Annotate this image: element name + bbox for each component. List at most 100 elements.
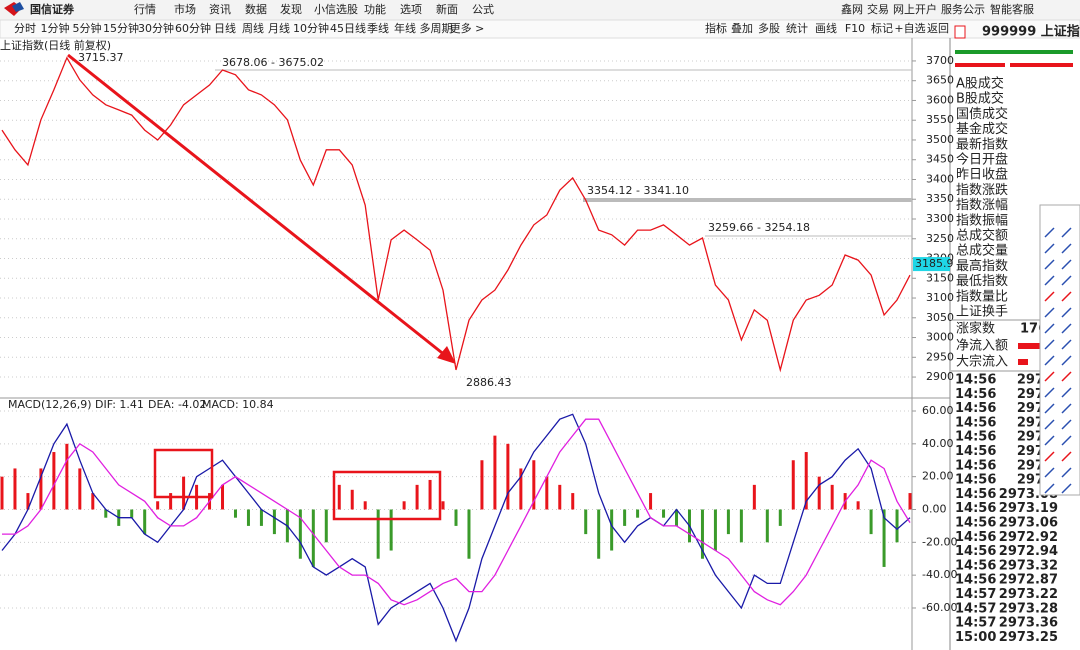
menu-link[interactable]: 鑫网 [841,2,863,16]
quote-code: 999999 上证指数 [982,24,1080,40]
draw-tool[interactable] [1061,339,1072,350]
draw-tool[interactable] [1044,275,1055,286]
draw-tool[interactable] [1044,387,1055,398]
tool-button[interactable]: 返回 [927,22,949,35]
tool-button[interactable]: 画线 [815,21,837,35]
draw-tool[interactable] [1061,275,1072,286]
draw-tool[interactable] [1061,451,1072,462]
y-tick-label: 3700 [926,54,954,67]
draw-tool[interactable] [1061,483,1072,494]
menu-link[interactable]: 网上开户 [893,2,937,16]
draw-tool[interactable] [1061,291,1072,302]
draw-tool[interactable] [1044,371,1055,382]
field-label: 总成交量 [956,243,1008,259]
period-button[interactable]: 1分钟 [41,21,70,35]
price-line [1,56,911,373]
draw-tool[interactable] [1061,387,1072,398]
menu-link[interactable]: 交易 [867,2,889,16]
period-button[interactable]: 10分钟 [293,21,329,35]
draw-tool[interactable] [1044,419,1055,430]
draw-tool[interactable] [1044,339,1055,350]
period-button[interactable]: 15分钟 [103,21,139,35]
macd-bar [311,509,315,567]
code-badge [954,25,966,39]
field-label: 昨日收盘 [956,167,1008,183]
draw-tool[interactable] [1061,243,1072,254]
menu-item[interactable]: 发现 [280,2,302,16]
draw-tool[interactable] [1044,291,1055,302]
draw-tool[interactable] [1061,259,1072,270]
y-tick-label: 3100 [926,291,954,304]
draw-tool[interactable] [1061,227,1072,238]
period-button[interactable]: 60分钟 [175,21,211,35]
macd-bar [298,509,302,559]
tool-button[interactable]: 指标 [705,21,727,35]
menu-item[interactable]: 新面 [436,2,458,16]
period-button[interactable]: 5分钟 [73,21,102,35]
menu-item[interactable]: 功能 [364,2,386,16]
brand: 国信证券 [30,2,75,16]
period-button[interactable]: 更多 > [450,21,485,35]
draw-tool[interactable] [1044,435,1055,446]
period-button[interactable]: 周线 [242,21,264,35]
menu-item[interactable]: 数据 [245,2,267,16]
macd-bar [817,476,821,510]
draw-tool[interactable] [1061,371,1072,382]
draw-tool[interactable] [1061,355,1072,366]
tool-button[interactable]: 多股 [758,21,780,35]
tick-price: 2973.22 [999,587,1058,602]
draw-tool[interactable] [1044,483,1055,494]
draw-tool[interactable] [1044,307,1055,318]
menu-item[interactable]: 小信选股 [314,3,358,16]
macd-bar [752,484,756,510]
tick-price: 2973.36 [999,616,1058,631]
draw-tool[interactable] [1044,403,1055,414]
tool-button[interactable]: 统计 [786,22,808,35]
menu-link[interactable]: 智能客服 [990,2,1034,16]
draw-tool[interactable] [1044,451,1055,462]
menu-item[interactable]: 资讯 [209,3,231,16]
draw-tool[interactable] [1061,403,1072,414]
y-tick-label: 3450 [926,153,954,166]
period-button[interactable]: 月线 [268,21,290,35]
macd-bar [519,468,523,510]
draw-tool[interactable] [1044,323,1055,334]
draw-tool[interactable] [1061,323,1072,334]
draw-tool[interactable] [1044,259,1055,270]
tool-button[interactable]: 标记 [871,21,893,35]
macd-bar [104,509,108,518]
bar-red [1010,63,1073,67]
draw-tool[interactable] [1044,243,1055,254]
menu-item[interactable]: 选项 [400,3,422,16]
tick-time: 14:56 [955,430,996,445]
period-button[interactable]: 45日线 [330,21,366,35]
draw-tool[interactable] [1061,419,1072,430]
menu-link[interactable]: 服务公示 [941,3,985,16]
macd-bar [623,509,627,526]
draw-tool[interactable] [1061,435,1072,446]
period-button[interactable]: 多周期 [420,21,453,35]
flow-label: 净流入额 [956,339,1008,354]
menu-item[interactable]: 市场 [174,2,196,16]
bar-green [955,50,1073,54]
draw-tool[interactable] [1044,467,1055,478]
macd-bar [662,509,666,518]
period-button[interactable]: 日线 [214,21,236,35]
tool-button[interactable]: 叠加 [731,22,753,35]
menu-item[interactable]: 行情 [134,3,156,16]
draw-tool[interactable] [1044,355,1055,366]
period-button[interactable]: 分时 [14,22,36,35]
draw-tool[interactable] [1061,307,1072,318]
menu-item[interactable]: 公式 [472,3,494,16]
draw-tool[interactable] [1044,227,1055,238]
period-button[interactable]: 季线 [367,21,389,35]
period-button[interactable]: 30分钟 [138,21,174,35]
period-button[interactable]: 年线 [394,21,416,35]
draw-tool[interactable] [1061,467,1072,478]
field-label: 上证换手 [956,305,1008,320]
tick-time: 14:56 [955,387,996,402]
tool-button[interactable]: F10 [845,22,865,35]
macd-bar [804,452,808,510]
tool-button[interactable]: +自选 [894,22,925,35]
macd-bar [221,484,225,510]
